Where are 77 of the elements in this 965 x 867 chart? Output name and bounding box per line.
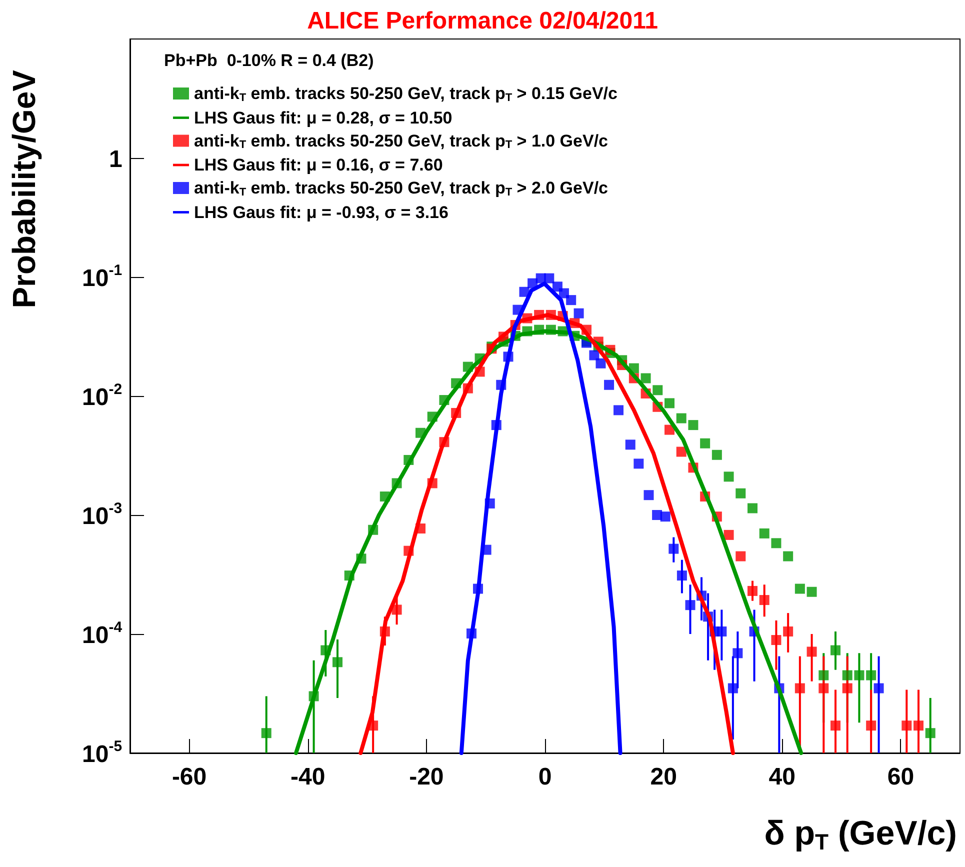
point — [589, 350, 600, 360]
point — [759, 528, 770, 538]
point — [660, 512, 670, 522]
y-tick-label: 10$^{-2}$ — [82, 381, 122, 411]
x-tick-label: 0 — [538, 764, 552, 790]
point — [544, 273, 554, 284]
point — [644, 490, 654, 500]
point — [842, 683, 852, 694]
point — [724, 530, 734, 540]
point — [794, 683, 805, 694]
point — [716, 626, 727, 636]
point — [724, 472, 734, 482]
point — [604, 380, 614, 390]
point — [806, 646, 817, 657]
point — [652, 385, 663, 396]
point — [866, 720, 876, 731]
point — [712, 450, 722, 460]
point — [261, 728, 272, 738]
x-tick-label: -40 — [290, 764, 326, 790]
point — [806, 586, 817, 597]
y-tick-label: 10$^{-4}$ — [82, 619, 122, 649]
point — [668, 544, 679, 554]
point — [866, 670, 876, 680]
point — [392, 604, 402, 615]
point — [830, 645, 840, 656]
x-tick-label: 60 — [887, 764, 914, 790]
point — [759, 595, 770, 606]
point — [688, 420, 698, 430]
legend-label: LHS Gaus fit: μ = -0.93, σ = 3.16 — [194, 202, 448, 222]
point — [783, 626, 794, 636]
point — [625, 440, 636, 450]
point — [640, 373, 651, 384]
point — [332, 657, 342, 668]
point — [818, 683, 829, 694]
y-tick-label: 1 — [109, 146, 122, 173]
point — [566, 295, 576, 306]
point — [614, 405, 624, 416]
x-tick-label: 40 — [768, 764, 796, 790]
point — [783, 551, 794, 562]
point — [664, 398, 674, 408]
y-axis-title: Probability/GeV — [6, 69, 42, 308]
x-tick-label: -20 — [409, 764, 444, 790]
point — [574, 308, 584, 318]
point — [664, 424, 674, 435]
point — [736, 488, 746, 498]
point — [700, 438, 710, 448]
point — [842, 670, 852, 680]
point — [732, 648, 743, 658]
point — [685, 600, 696, 610]
point — [676, 446, 686, 457]
point — [771, 635, 782, 646]
y-tick-label: 10$^{-5}$ — [82, 738, 122, 768]
legend-label: LHS Gaus fit: μ = 0.28, σ = 10.50 — [194, 108, 452, 128]
point — [830, 720, 840, 731]
y-tick-label: 10$^{-3}$ — [82, 500, 122, 530]
point — [676, 413, 686, 424]
point — [902, 720, 912, 731]
x-tick-label: 20 — [650, 764, 677, 790]
point — [818, 670, 829, 680]
y-tick-label: 10$^{-1}$ — [82, 262, 122, 292]
point — [925, 728, 936, 738]
point — [596, 358, 606, 368]
point — [728, 683, 738, 694]
point — [736, 551, 746, 562]
legend-label: LHS Gaus fit: μ = 0.16, σ = 7.60 — [194, 156, 443, 174]
x-tick-label: -60 — [172, 764, 207, 790]
point — [634, 458, 644, 469]
point — [874, 683, 884, 694]
point — [676, 570, 687, 581]
legend-title: Pb+Pb 0-10% R = 0.4 (B2) — [164, 51, 374, 70]
point — [748, 503, 758, 514]
chart-title: ALICE Performance 02/04/2011 — [307, 8, 658, 34]
point — [854, 670, 864, 680]
point — [771, 538, 782, 548]
point — [794, 584, 805, 594]
point — [914, 720, 924, 731]
point — [748, 586, 758, 596]
